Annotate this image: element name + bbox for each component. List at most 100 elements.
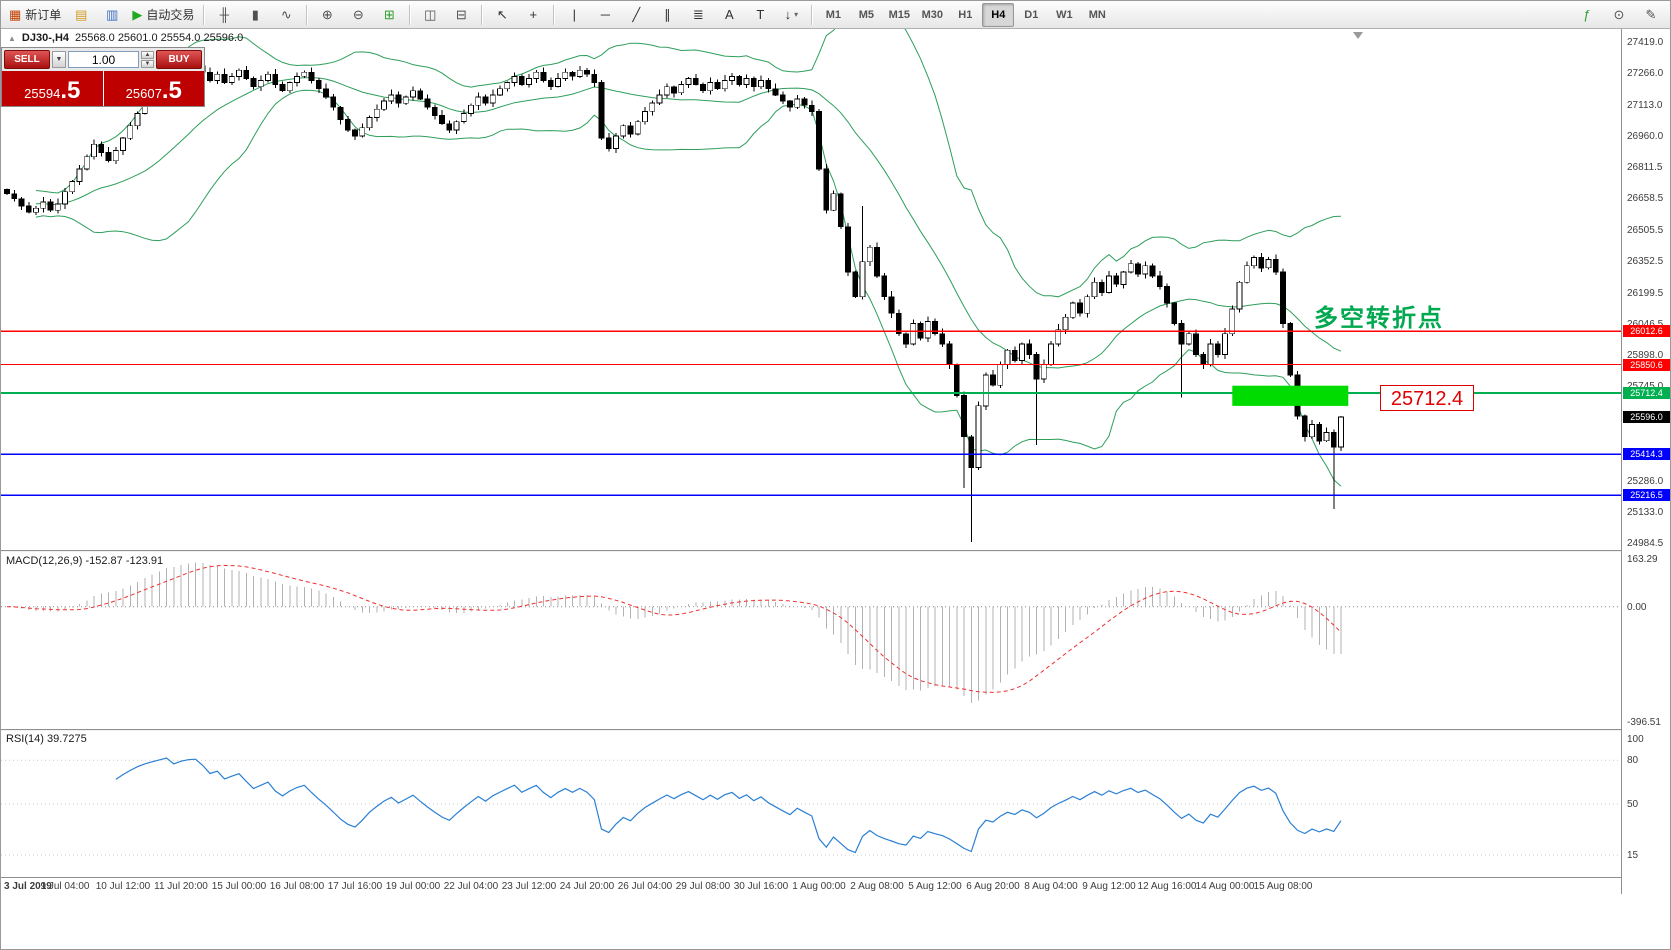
sell-price[interactable]: 25594.5	[2, 71, 103, 106]
text-label-button[interactable]: T	[745, 3, 775, 27]
text-button[interactable]: A	[714, 3, 744, 27]
date-axis-label: 17 Jul 16:00	[327, 881, 383, 892]
buy-price-big: .5	[161, 77, 182, 104]
date-axis-label: 8 Aug 04:00	[1024, 881, 1078, 892]
level-price-label: 25712.4	[1623, 386, 1670, 399]
date-axis-label: 11 Jul 20:00	[154, 881, 208, 892]
vertical-line-button[interactable]: |	[559, 3, 589, 27]
cursor-button[interactable]: ↖	[487, 3, 517, 27]
arrows-button[interactable]: ↓ ▾	[776, 3, 806, 27]
date-axis-label: 26 Jul 04:00	[617, 881, 673, 892]
sell-dropdown-icon[interactable]: ▼	[52, 51, 66, 68]
price-axis-label: 26658.5	[1627, 193, 1664, 205]
date-axis-label: 29 Jul 08:00	[675, 881, 731, 892]
bar-chart-button[interactable]: ╫	[209, 3, 239, 27]
data-window-icon: ▥	[106, 7, 119, 22]
period-m1[interactable]: M1	[825, 8, 841, 21]
data-window-button[interactable]: ▥	[97, 3, 127, 27]
panel-separator[interactable]	[1, 729, 1670, 731]
toolbar-divider	[481, 4, 483, 25]
volume-input[interactable]	[68, 51, 139, 68]
price-axis-label: 26352.5	[1627, 256, 1664, 268]
one-click-trading-panel: SELL ▼ ▲ ▼ BUY 25594.5 25607.5	[1, 47, 205, 107]
date-axis-label: 14 Aug 00:00	[1195, 881, 1255, 892]
turning-point-annotation: 多空转折点	[1314, 305, 1444, 332]
crosshair-icon: +	[529, 7, 538, 22]
market-watch-icon: ▤	[75, 7, 88, 22]
zoom-in-button[interactable]: ⊕	[312, 3, 342, 27]
tile-windows-button[interactable]: ◫	[415, 3, 445, 27]
price-axis-label: 25133.0	[1627, 507, 1664, 519]
dropdown-icon[interactable]: ▾	[794, 10, 799, 19]
indicators-icon: ƒ	[1583, 7, 1591, 22]
symbol-title: DJ30-,H4	[21, 32, 69, 44]
period-h4[interactable]: H4	[982, 2, 1015, 27]
text-icon: A	[724, 7, 734, 22]
zoom-out-button[interactable]: ⊖	[343, 3, 373, 27]
trendline-icon: ╱	[632, 7, 641, 22]
price-axis-label: 15	[1627, 850, 1639, 862]
new-order-button[interactable]: ▦ 新订单	[5, 3, 65, 27]
date-axis-label: 10 Jul 12:00	[95, 881, 151, 892]
auto-trading-icon: ▶	[132, 7, 143, 22]
bollinger-lower	[35, 89, 1342, 487]
bar-chart-icon: ╫	[219, 7, 229, 22]
macd-signal-line	[6, 564, 1342, 693]
date-axis-label: 1 Aug 00:00	[792, 881, 846, 892]
period-m30[interactable]: M30	[921, 8, 944, 21]
edit-button[interactable]: ✎	[1636, 3, 1666, 27]
time-axis[interactable]: 3 Jul 2019 9 Jul 04:00 10 Jul 12:00 11 Jul …	[1, 877, 1670, 895]
line-chart-icon: ∿	[280, 7, 292, 22]
bollinger-middle	[35, 77, 1342, 369]
candlestick-chart-button[interactable]: ▮	[240, 3, 270, 27]
period-h1[interactable]: H1	[958, 8, 973, 21]
price-axis[interactable]: 27419.0 27266.0 27113.0 26960.0 26811.5 26658…	[1621, 29, 1670, 894]
period-m15[interactable]: M15	[888, 8, 911, 21]
date-axis-label: 15 Aug 08:00	[1253, 881, 1313, 892]
period-d1[interactable]: D1	[1024, 8, 1039, 21]
chart-title: ▲ DJ30-,H4 25568.0 25601.0 25554.0 25596…	[8, 32, 243, 44]
horizontal-line-button[interactable]: ─	[590, 3, 620, 27]
cursor-icon: ↖	[496, 7, 508, 22]
channel-button[interactable]: ∥	[652, 3, 682, 27]
volume-stepper[interactable]: ▲ ▼	[141, 51, 154, 68]
crosshair-button[interactable]: +	[518, 3, 548, 27]
volume-up-icon[interactable]: ▲	[141, 51, 154, 59]
date-axis-label: 5 Aug 12:00	[908, 881, 962, 892]
sell-button[interactable]: SELL	[4, 50, 50, 69]
price-axis-label: 26199.5	[1627, 287, 1664, 299]
rsi-label: RSI(14) 39.7275	[6, 733, 87, 745]
level-price-label: 26012.6	[1623, 325, 1670, 338]
grid-button[interactable]: ⊞	[374, 3, 404, 27]
price-axis-label: 50	[1627, 799, 1639, 810]
grid-icon: ⊞	[383, 7, 395, 22]
main-chart[interactable]	[1, 29, 1621, 550]
price-axis-label: 163.29	[1627, 554, 1658, 566]
buy-button[interactable]: BUY	[156, 50, 202, 69]
price-axis-label: 27113.0	[1627, 99, 1663, 111]
indicators-button[interactable]: ƒ	[1572, 3, 1602, 27]
period-w1[interactable]: W1	[1056, 8, 1073, 21]
auto-trading-button-label: 自动交易	[146, 8, 195, 22]
price-axis-label: 25745.0	[1627, 381, 1663, 392]
panel-separator[interactable]	[1, 550, 1670, 552]
cascade-windows-button[interactable]: ⊟	[446, 3, 476, 27]
macd-panel[interactable]	[1, 552, 1621, 729]
date-axis-label: 9 Jul 04:00	[40, 881, 90, 892]
buy-price[interactable]: 25607.5	[103, 71, 204, 106]
fibonacci-button[interactable]: ≣	[683, 3, 713, 27]
auto-trading-button[interactable]: ▶ 自动交易	[128, 3, 198, 27]
arrows-icon: ↓	[784, 7, 792, 22]
period-m5[interactable]: M5	[858, 8, 874, 21]
toolbar-divider	[553, 4, 555, 25]
rsi-panel[interactable]	[1, 731, 1621, 877]
search-button[interactable]: ⊙	[1604, 3, 1634, 27]
period-mn[interactable]: MN	[1088, 8, 1106, 21]
rsi-line	[115, 757, 1342, 854]
date-axis-label: 22 Jul 04:00	[443, 881, 499, 892]
line-chart-button[interactable]: ∿	[271, 3, 301, 27]
trendline-button[interactable]: ╱	[621, 3, 651, 27]
market-watch-button[interactable]: ▤	[66, 3, 96, 27]
volume-down-icon[interactable]: ▼	[141, 60, 154, 68]
